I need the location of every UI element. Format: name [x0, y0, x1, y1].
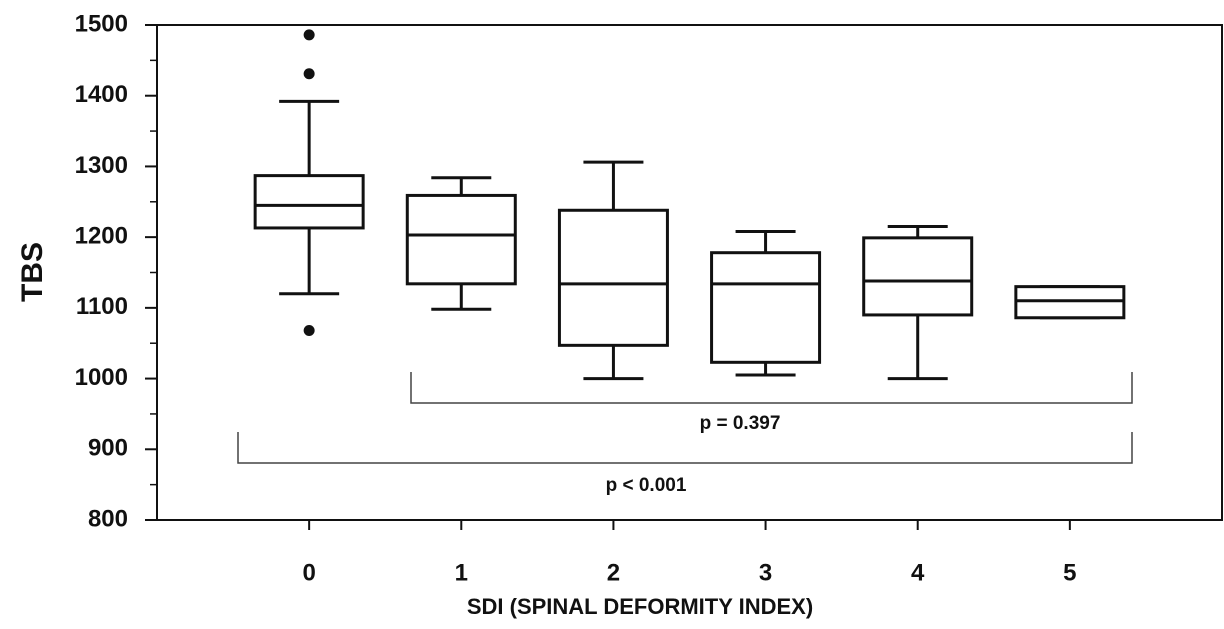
- y-tick-label: 1500: [75, 10, 128, 37]
- x-tick-label: 5: [1063, 559, 1076, 586]
- x-tick-label: 0: [302, 559, 315, 586]
- box: [253, 174, 365, 230]
- outlier: [303, 68, 315, 80]
- y-tick-label: 1000: [75, 364, 128, 391]
- bracket: [237, 432, 1133, 464]
- annotation: p = 0.397: [700, 413, 781, 434]
- x-tick-label: 1: [455, 559, 468, 586]
- x-tick-label: 2: [607, 559, 620, 586]
- box: [405, 193, 517, 286]
- y-tick-label: 1100: [76, 293, 128, 320]
- y-tick-label: 900: [88, 435, 128, 462]
- box: [710, 251, 822, 364]
- y-axis-label: TBS: [16, 242, 49, 302]
- y-tick-label: 800: [88, 505, 128, 532]
- x-axis-label: SDI (SPINAL DEFORMITY INDEX): [467, 594, 813, 619]
- bracket: [410, 372, 1133, 404]
- box: [862, 236, 974, 317]
- annotation: p < 0.001: [606, 475, 687, 496]
- y-tick-label: 1200: [75, 222, 128, 249]
- x-tick-label: 3: [759, 559, 772, 586]
- y-tick-label: 1400: [75, 81, 128, 108]
- outlier: [303, 324, 315, 336]
- box: [557, 208, 669, 347]
- plot-frame: [156, 24, 1223, 521]
- outlier: [303, 29, 315, 41]
- x-tick-label: 4: [911, 559, 925, 586]
- y-tick-label: 1300: [75, 152, 128, 179]
